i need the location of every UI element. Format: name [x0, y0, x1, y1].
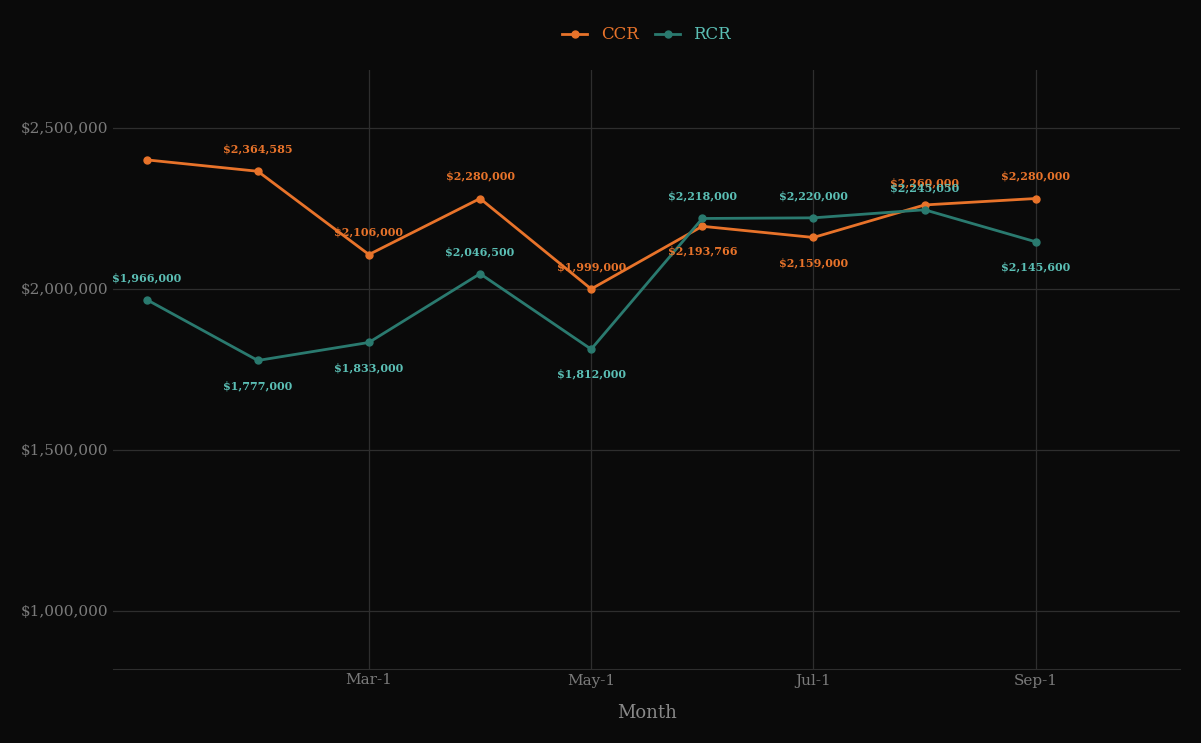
RCR — [362, 338, 376, 347]
Text: $2,220,000: $2,220,000 — [779, 190, 848, 201]
Text: $2,245,050: $2,245,050 — [890, 182, 960, 193]
RCR — [139, 295, 154, 304]
RCR — [1028, 237, 1042, 246]
Text: $1,833,000: $1,833,000 — [334, 362, 404, 373]
RCR — [918, 205, 932, 214]
Line: RCR: RCR — [143, 207, 1039, 364]
Text: $1,812,000: $1,812,000 — [557, 369, 626, 380]
CCR — [584, 285, 598, 293]
Text: $2,218,000: $2,218,000 — [668, 191, 736, 202]
CCR — [139, 155, 154, 164]
CCR — [362, 250, 376, 259]
RCR — [251, 356, 265, 365]
Text: $1,966,000: $1,966,000 — [112, 272, 181, 283]
Text: $2,193,766: $2,193,766 — [668, 246, 737, 257]
Line: CCR: CCR — [143, 156, 1039, 293]
RCR — [584, 345, 598, 354]
RCR — [806, 213, 820, 222]
RCR — [473, 269, 488, 278]
X-axis label: Month: Month — [617, 704, 676, 722]
Text: $2,106,000: $2,106,000 — [334, 227, 404, 238]
Legend: CCR, RCR: CCR, RCR — [554, 18, 740, 52]
Text: $2,145,600: $2,145,600 — [1002, 262, 1070, 272]
Text: $2,364,585: $2,364,585 — [223, 143, 293, 155]
Text: $1,777,000: $1,777,000 — [223, 380, 292, 391]
RCR — [695, 214, 710, 223]
CCR — [806, 233, 820, 242]
Text: $2,280,000: $2,280,000 — [446, 171, 514, 182]
Text: $2,046,500: $2,046,500 — [446, 246, 515, 257]
CCR — [251, 167, 265, 176]
Text: $2,260,000: $2,260,000 — [890, 178, 960, 188]
Text: $1,999,000: $1,999,000 — [556, 262, 626, 273]
Text: $2,280,000: $2,280,000 — [1002, 171, 1070, 182]
CCR — [695, 222, 710, 231]
Text: $2,159,000: $2,159,000 — [779, 257, 848, 268]
CCR — [473, 194, 488, 203]
CCR — [1028, 194, 1042, 203]
CCR — [918, 201, 932, 210]
